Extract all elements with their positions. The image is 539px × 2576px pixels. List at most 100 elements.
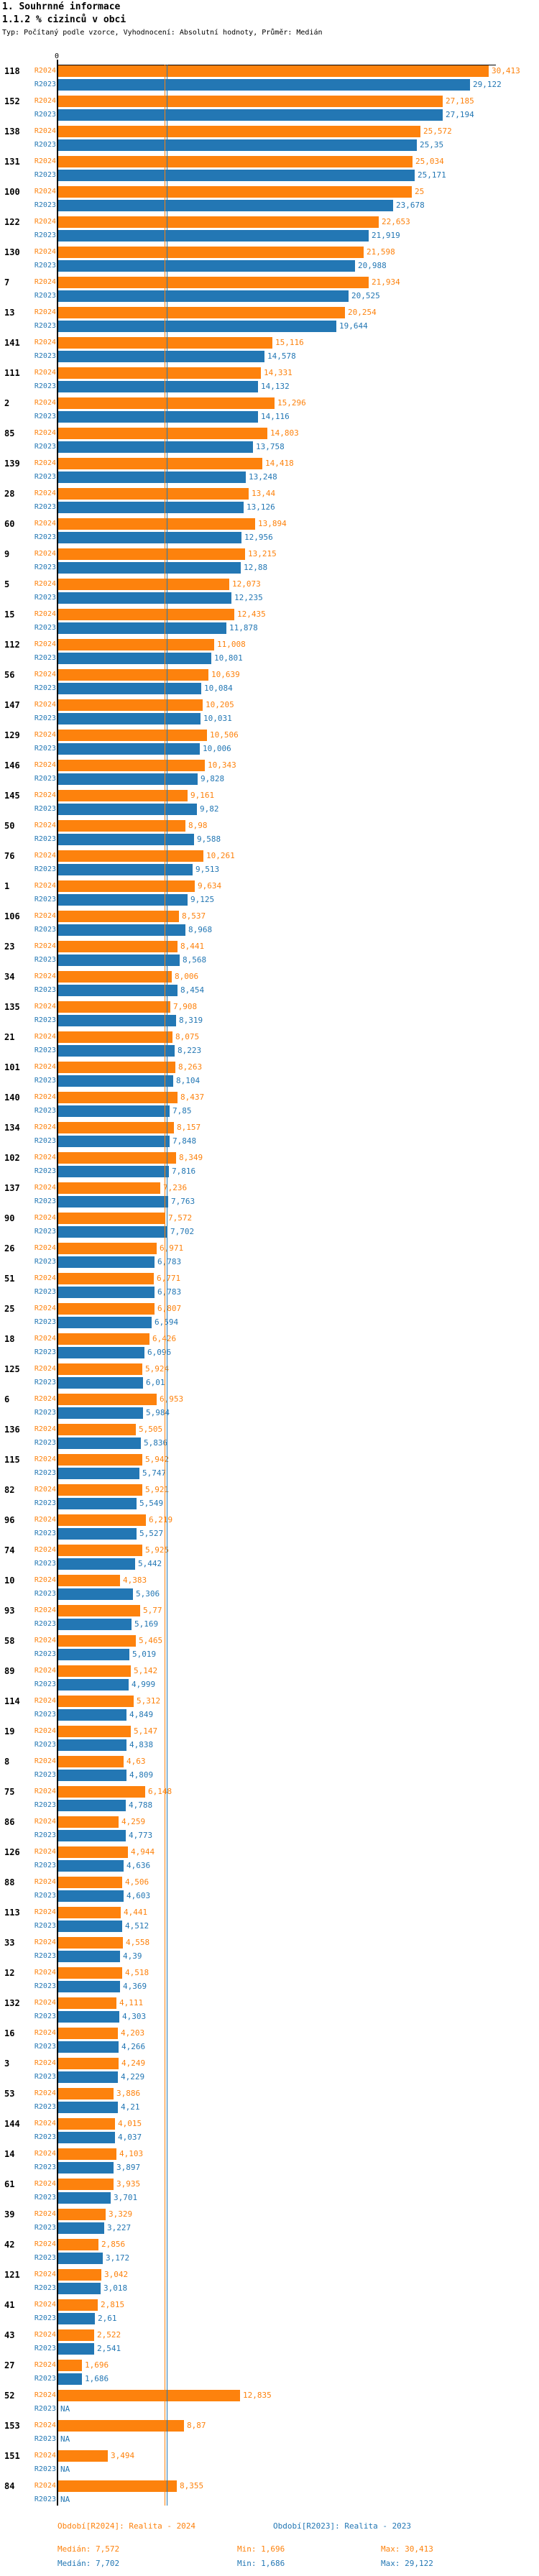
series-label-r2024: R2024 [34,1938,56,1946]
bar-group: 101 R2024 8,263 R2023 8,104 [0,1062,539,1092]
series-label-r2024: R2024 [34,1788,56,1795]
bar-group: 130 R2024 21,598 R2023 20,988 [0,247,539,277]
bar-group: 114 R2024 5,312 R2023 4,849 [0,1696,539,1726]
series-label-r2024: R2024 [34,369,56,377]
value-label-r2024: 5,465 [139,1636,163,1645]
bar-group: 141 R2024 15,116 R2023 14,578 [0,337,539,367]
bar-group: 111 R2024 14,331 R2023 14,132 [0,367,539,397]
value-label-r2024: 21,934 [372,277,400,287]
value-label-r2023: 3,227 [107,2223,132,2232]
series-label-r2023: R2023 [34,1982,56,1990]
series-label-r2024: R2024 [34,1727,56,1735]
value-label-r2024: 15,116 [275,338,304,347]
value-label-r2024: 13,894 [258,519,287,528]
bar-r2024 [58,307,345,318]
bar-r2023 [58,441,253,453]
value-label-r2024: 6,771 [157,1274,181,1283]
value-label-r2023: 5,747 [142,1468,167,1478]
bar-r2023 [58,924,185,936]
bar-r2024 [58,669,208,681]
bar-group: 52 R2024 12,835 R2023 NA [0,2390,539,2420]
value-label-r2023: 12,956 [244,533,273,542]
bar-r2023 [58,713,201,724]
bar-r2023 [58,1226,167,1238]
bar-r2024 [58,1756,124,1767]
category-label: 51 [4,1274,15,1284]
series-label-r2024: R2024 [34,2059,56,2067]
category-label: 5 [4,579,10,589]
category-label: 1 [4,881,10,891]
value-label-r2024: 8,98 [188,821,208,830]
category-label: 3 [4,2058,10,2069]
value-label-r2024: 3,329 [109,2209,133,2219]
series-label-r2024: R2024 [34,1908,56,1916]
series-label-r2024: R2024 [34,1455,56,1463]
value-label-r2024: 4,944 [131,1847,155,1857]
bar-r2023 [58,834,194,845]
series-label-r2024: R2024 [34,2089,56,2097]
series-label-r2023: R2023 [34,171,56,179]
category-label: 114 [4,1696,20,1706]
bar-r2023 [58,2041,119,2053]
category-label: 93 [4,1606,15,1616]
bar-group: 43 R2024 2,522 R2023 2,541 [0,2329,539,2360]
bar-r2024 [58,2269,101,2281]
value-label-r2023: 5,169 [134,1619,159,1629]
value-label-r2023: 9,588 [197,834,221,844]
value-label-r2023: 4,838 [129,1740,154,1749]
bar-group: 18 R2024 6,426 R2023 6,096 [0,1333,539,1363]
series-label-r2024: R2024 [34,308,56,316]
series-label-r2024: R2024 [34,489,56,497]
value-label-r2024: 3,935 [116,2179,141,2189]
category-label: 14 [4,2149,15,2159]
category-label: 21 [4,1032,15,1042]
series-label-r2024: R2024 [34,822,56,829]
series-label-r2023: R2023 [34,1288,56,1296]
bar-group: 135 R2024 7,908 R2023 8,319 [0,1001,539,1031]
series-label-r2023: R2023 [34,1439,56,1447]
value-label-r2023: 9,82 [200,804,219,814]
series-label-r2023: R2023 [34,2012,56,2020]
category-label: 125 [4,1364,20,1374]
value-label-r2024: 6,219 [149,1515,173,1524]
bar-r2023 [58,2132,115,2143]
bar-r2023 [58,653,211,664]
series-label-r2023: R2023 [34,2465,56,2473]
bar-group: 140 R2024 8,437 R2023 7,85 [0,1092,539,1122]
bar-r2023 [58,2192,111,2204]
bar-r2023 [58,2253,103,2264]
value-label-r2023: 2,61 [98,2314,117,2323]
bar-r2023 [58,321,336,332]
category-label: 112 [4,640,20,650]
series-label-r2024: R2024 [34,2391,56,2399]
series-label-r2024: R2024 [34,2150,56,2158]
value-label-r2023: 7,85 [172,1106,192,1116]
bar-group: 139 R2024 14,418 R2023 13,248 [0,458,539,488]
series-label-r2024: R2024 [34,1848,56,1856]
bar-group: 147 R2024 10,205 R2023 10,031 [0,699,539,730]
bar-r2024 [58,2148,116,2160]
value-label-r2024: 8,87 [187,2421,206,2430]
series-label-r2024: R2024 [34,1667,56,1675]
value-label-r2023: 2,541 [97,2344,121,2353]
category-label: 101 [4,1062,20,1072]
category-label: 56 [4,670,15,680]
value-label-r2023: 8,454 [180,985,205,995]
bar-r2024 [58,850,203,862]
bar-r2024 [58,820,185,832]
bar-group: 137 R2024 7,236 R2023 7,763 [0,1182,539,1213]
bar-group: 84 R2024 8,355 R2023 NA [0,2480,539,2511]
bar-r2023 [58,1166,169,1177]
bar-r2023 [58,683,201,694]
legend-r2023: Období[R2023]: Realita - 2023 [273,2521,412,2531]
value-label-r2024: 14,803 [270,428,299,438]
bar-r2023 [58,1468,139,1479]
value-label-r2024: 8,157 [177,1123,201,1132]
bar-r2023 [58,1860,124,1872]
series-label-r2023: R2023 [34,1197,56,1205]
bar-r2024 [58,1424,136,1435]
series-label-r2024: R2024 [34,1818,56,1826]
bar-group: 8 R2024 4,63 R2023 4,809 [0,1756,539,1786]
value-label-r2024: 13,215 [248,549,277,558]
series-label-r2024: R2024 [34,1184,56,1192]
